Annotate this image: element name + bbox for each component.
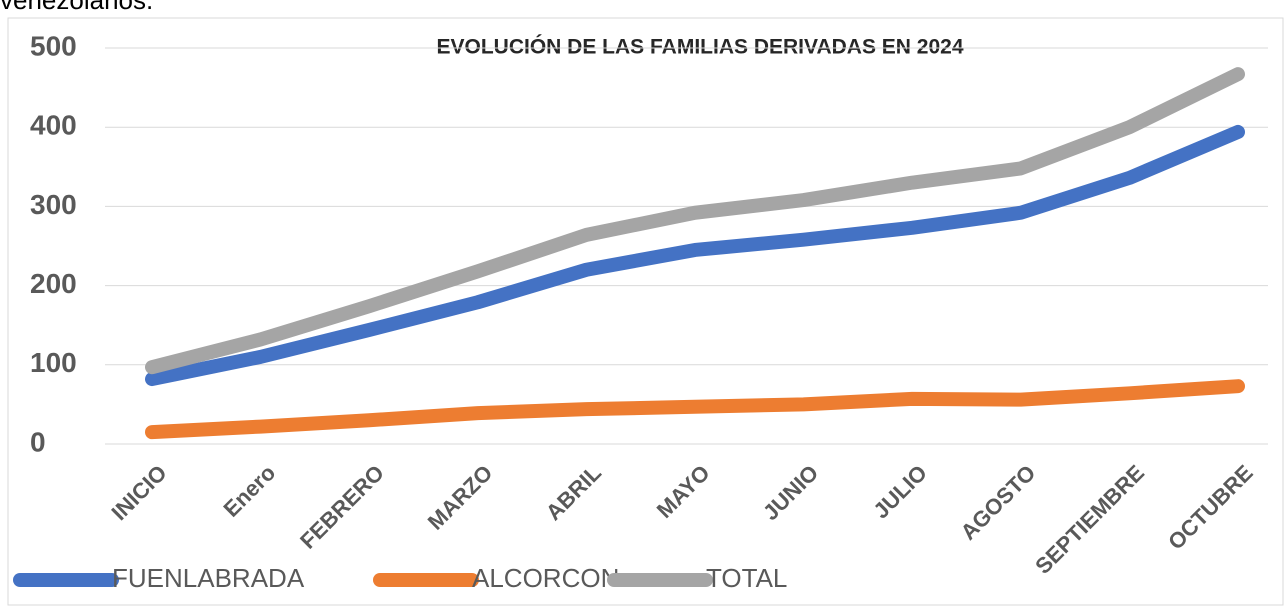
y-tick-label: 100 bbox=[30, 347, 77, 378]
x-tick-label: FEBRERO bbox=[295, 460, 389, 554]
series-line bbox=[145, 124, 1245, 387]
x-tick-label: SEPTIEMBRE bbox=[1030, 460, 1149, 579]
x-tick-label: Enero bbox=[218, 460, 280, 522]
y-tick-label: 0 bbox=[30, 426, 46, 457]
chart-title: EVOLUCIÓN DE LAS FAMILIAS DERIVADAS EN 2… bbox=[436, 35, 963, 59]
legend-label: FUENLABRADA bbox=[112, 563, 305, 593]
x-tick-label: ABRIL bbox=[541, 460, 606, 525]
y-tick-label: 400 bbox=[30, 110, 77, 141]
x-tick-label: AGOSTO bbox=[956, 460, 1041, 545]
chart-border bbox=[7, 17, 1284, 606]
x-tick-label: MAYO bbox=[652, 460, 715, 523]
y-tick-label: 500 bbox=[30, 30, 77, 61]
x-tick-label: JUNIO bbox=[758, 460, 823, 525]
legend-label: ALCORCON bbox=[472, 563, 619, 593]
legend-label: TOTAL bbox=[706, 563, 787, 593]
x-tick-label: MARZO bbox=[423, 460, 498, 535]
y-tick-label: 200 bbox=[30, 268, 77, 299]
series-line bbox=[145, 67, 1245, 375]
x-tick-label: INICIO bbox=[106, 460, 171, 525]
y-tick-label: 300 bbox=[30, 189, 77, 220]
series-line bbox=[145, 379, 1245, 440]
x-tick-label: JULIO bbox=[868, 460, 931, 523]
preceding-text: venezolanos. bbox=[0, 0, 153, 15]
x-tick-label: OCTUBRE bbox=[1163, 460, 1258, 555]
